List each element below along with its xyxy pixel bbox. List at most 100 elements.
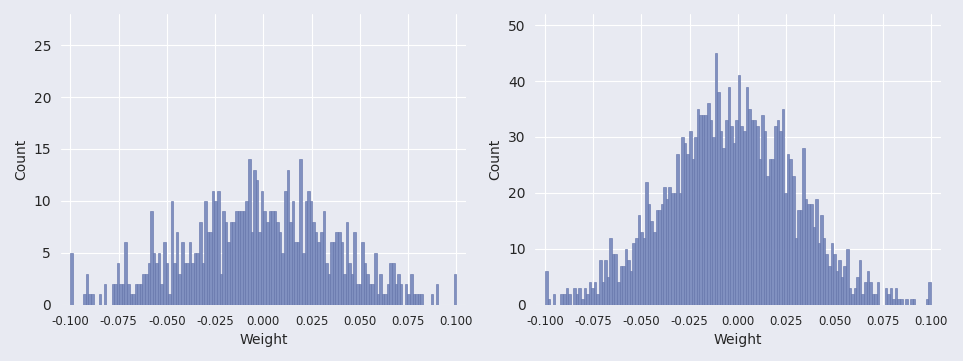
Bar bbox=[730, 126, 733, 305]
Bar bbox=[622, 266, 625, 305]
Bar bbox=[761, 114, 764, 305]
Bar bbox=[379, 274, 381, 305]
Bar bbox=[235, 211, 238, 305]
Bar bbox=[327, 274, 330, 305]
Bar bbox=[273, 211, 276, 305]
Bar bbox=[594, 282, 596, 305]
Bar bbox=[682, 137, 684, 305]
Bar bbox=[890, 288, 893, 305]
Bar bbox=[176, 232, 178, 305]
Bar bbox=[617, 282, 619, 305]
Bar bbox=[261, 191, 263, 305]
Bar bbox=[199, 222, 201, 305]
Bar bbox=[722, 148, 725, 305]
Bar bbox=[738, 75, 741, 305]
Bar bbox=[676, 154, 679, 305]
Bar bbox=[565, 288, 568, 305]
Bar bbox=[143, 274, 145, 305]
Bar bbox=[925, 299, 928, 305]
Bar bbox=[668, 187, 671, 305]
Bar bbox=[189, 243, 192, 305]
Bar bbox=[284, 191, 287, 305]
Bar bbox=[70, 253, 73, 305]
Bar bbox=[584, 288, 586, 305]
Bar bbox=[715, 53, 717, 305]
Bar bbox=[548, 299, 550, 305]
Bar bbox=[830, 243, 833, 305]
Bar bbox=[196, 253, 199, 305]
Bar bbox=[612, 255, 614, 305]
Bar bbox=[454, 274, 456, 305]
Bar bbox=[343, 274, 346, 305]
Bar bbox=[135, 284, 138, 305]
Bar bbox=[295, 243, 297, 305]
Bar bbox=[397, 274, 400, 305]
Bar bbox=[366, 274, 369, 305]
Bar bbox=[822, 238, 825, 305]
Bar bbox=[633, 243, 635, 305]
Bar bbox=[650, 221, 653, 305]
Bar bbox=[756, 126, 759, 305]
Bar bbox=[745, 87, 748, 305]
Bar bbox=[928, 282, 931, 305]
Bar bbox=[846, 249, 848, 305]
Bar bbox=[302, 253, 304, 305]
Bar bbox=[825, 255, 828, 305]
Bar bbox=[610, 238, 612, 305]
Bar bbox=[607, 277, 610, 305]
Bar bbox=[335, 232, 338, 305]
Bar bbox=[687, 154, 690, 305]
Bar bbox=[127, 284, 130, 305]
Bar bbox=[642, 238, 645, 305]
Bar bbox=[568, 293, 571, 305]
Bar bbox=[779, 131, 782, 305]
Bar bbox=[258, 232, 261, 305]
Bar bbox=[407, 295, 410, 305]
Bar bbox=[684, 143, 687, 305]
Bar bbox=[307, 191, 310, 305]
Bar bbox=[579, 288, 581, 305]
Bar bbox=[204, 201, 207, 305]
Bar bbox=[588, 282, 591, 305]
Bar bbox=[717, 92, 720, 305]
Bar bbox=[560, 293, 563, 305]
Bar bbox=[870, 282, 872, 305]
Bar bbox=[281, 253, 284, 305]
Bar bbox=[404, 284, 407, 305]
Bar bbox=[266, 222, 269, 305]
Bar bbox=[759, 159, 761, 305]
Bar bbox=[573, 288, 576, 305]
Bar bbox=[353, 232, 356, 305]
Bar bbox=[630, 271, 633, 305]
Bar bbox=[741, 126, 743, 305]
Bar bbox=[828, 266, 830, 305]
Bar bbox=[147, 263, 150, 305]
Bar bbox=[217, 191, 220, 305]
Bar bbox=[104, 284, 107, 305]
Bar bbox=[250, 232, 253, 305]
Bar bbox=[253, 170, 255, 305]
Bar bbox=[341, 243, 343, 305]
Bar bbox=[112, 284, 115, 305]
Bar bbox=[153, 253, 155, 305]
Bar bbox=[395, 284, 397, 305]
X-axis label: Weight: Weight bbox=[714, 333, 762, 347]
Bar bbox=[124, 243, 127, 305]
Bar bbox=[389, 263, 392, 305]
Bar bbox=[753, 120, 756, 305]
Bar bbox=[318, 243, 320, 305]
Bar bbox=[799, 210, 802, 305]
Bar bbox=[553, 293, 556, 305]
Bar bbox=[325, 263, 327, 305]
Bar bbox=[748, 109, 751, 305]
Bar bbox=[771, 159, 774, 305]
Bar bbox=[369, 284, 372, 305]
Bar bbox=[122, 284, 124, 305]
Bar bbox=[150, 211, 153, 305]
Bar bbox=[392, 263, 395, 305]
Bar bbox=[853, 288, 856, 305]
Bar bbox=[304, 201, 307, 305]
Bar bbox=[351, 274, 353, 305]
Bar bbox=[776, 120, 779, 305]
Bar bbox=[602, 282, 604, 305]
